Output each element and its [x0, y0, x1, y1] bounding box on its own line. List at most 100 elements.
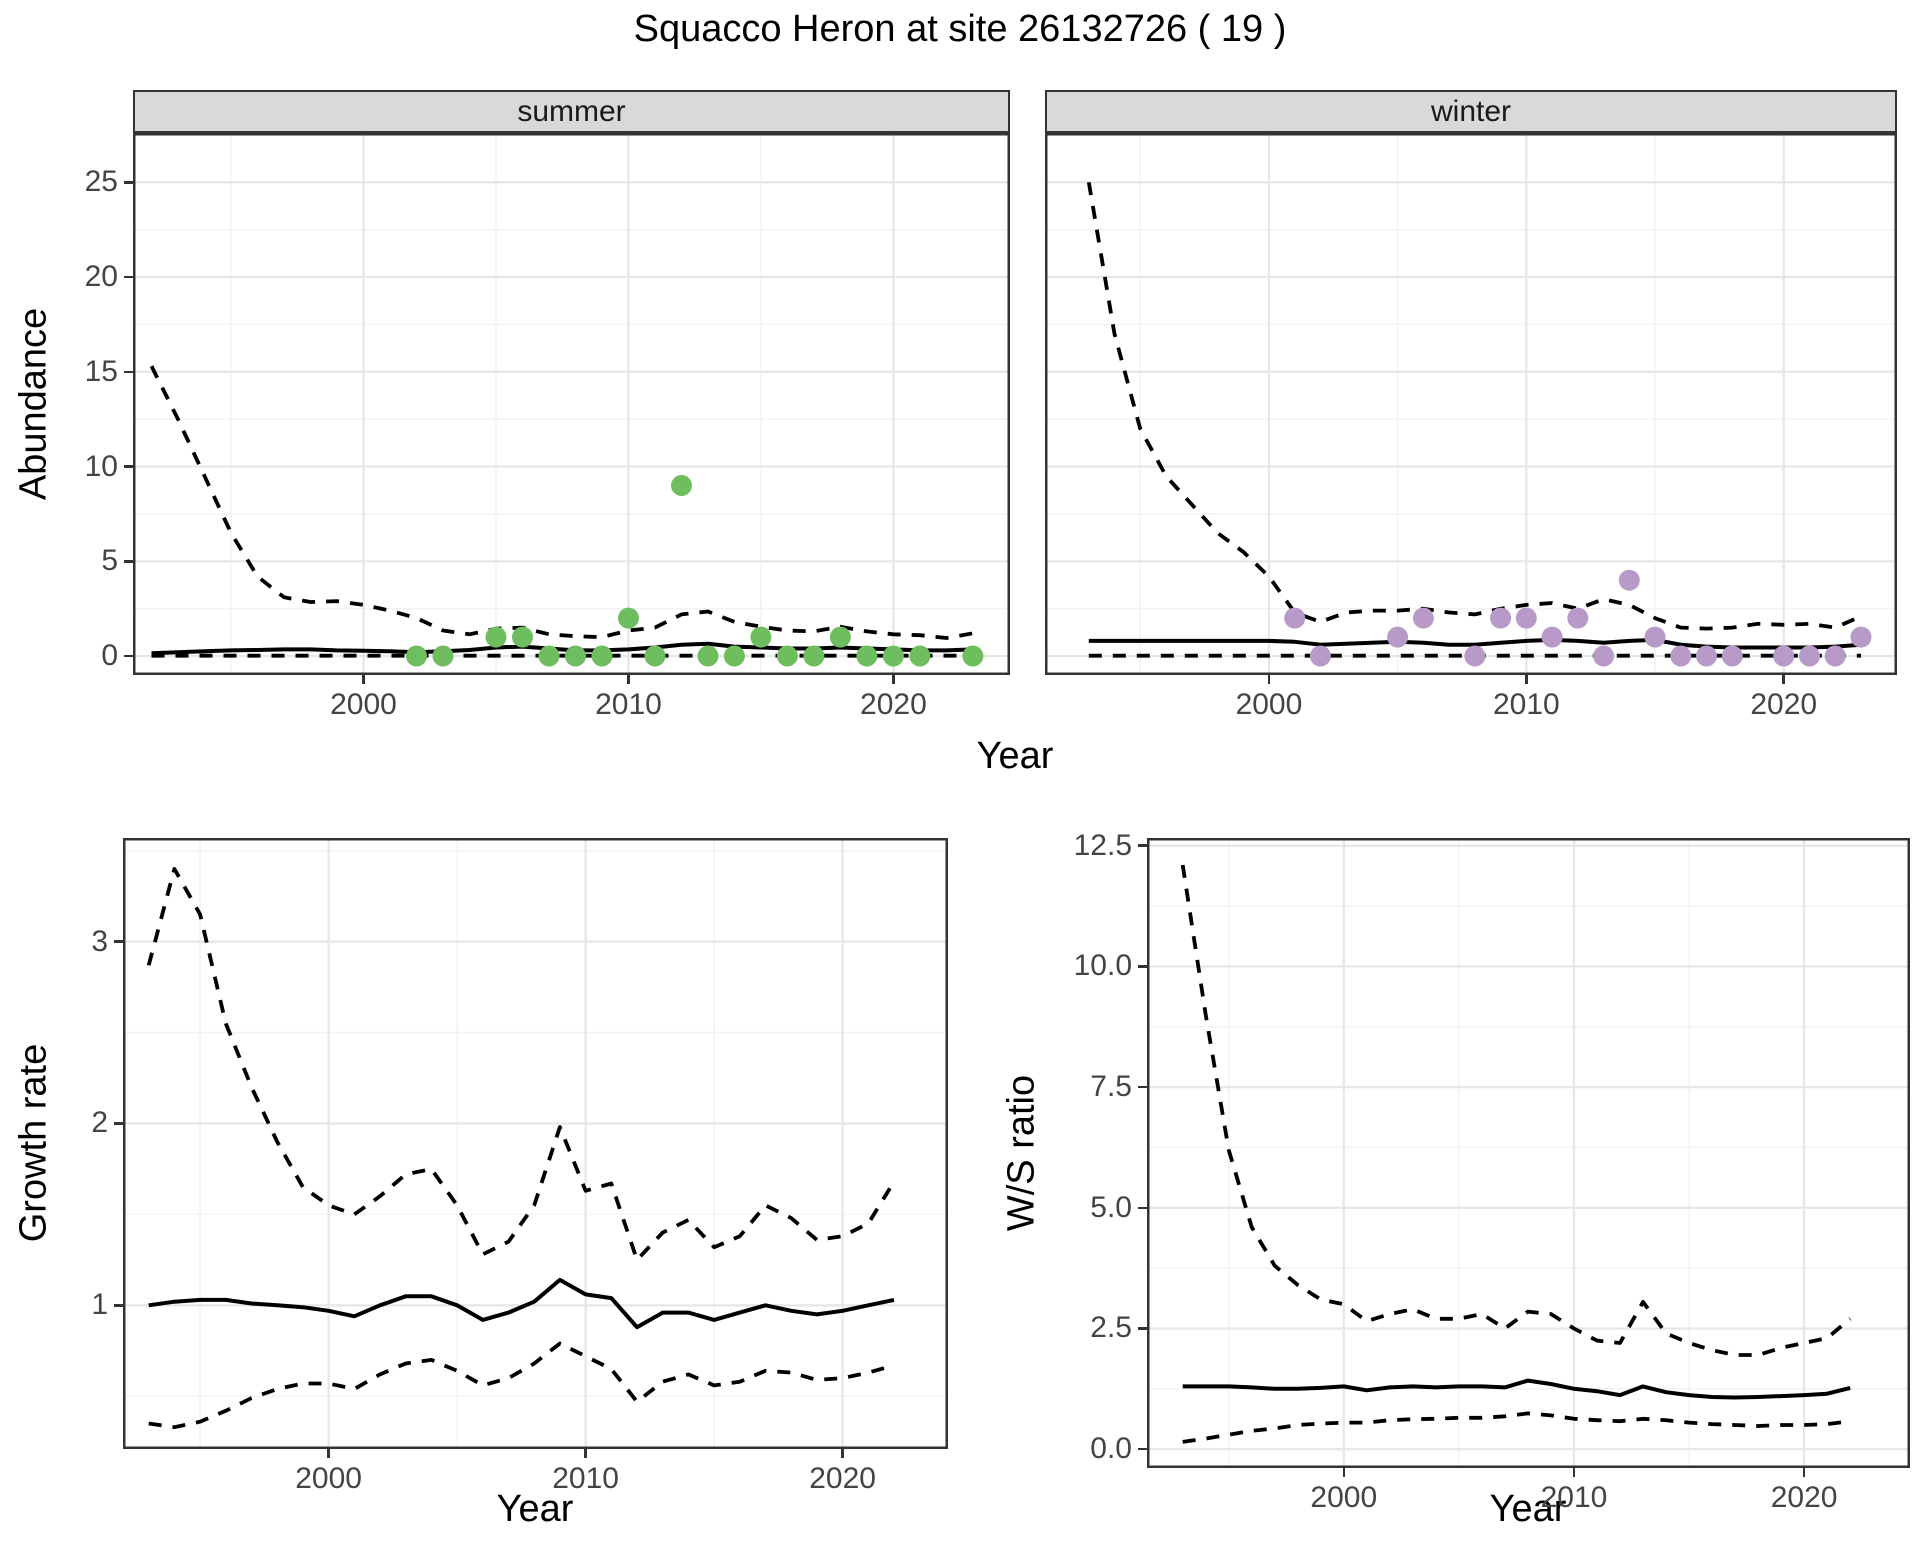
data-point: [1309, 645, 1331, 667]
data-point: [1567, 607, 1589, 629]
x-tick-mark: [627, 675, 630, 684]
x-tick-mark: [1342, 1468, 1346, 1477]
x-axis-label-year-growth: Year: [496, 1488, 574, 1530]
data-point: [565, 645, 586, 667]
x-tick-mark: [362, 675, 365, 684]
y-tick-label: 2.5: [1090, 1311, 1132, 1345]
x-axis-label-year-ws: Year: [1489, 1488, 1567, 1530]
data-point: [776, 645, 798, 667]
data-point: [962, 645, 984, 667]
figure-title: Squacco Heron at site 26132726 ( 19 ): [633, 8, 1287, 50]
median-line: [148, 1277, 895, 1330]
data-point: [432, 645, 454, 667]
facet-strip-winter: winter: [1045, 90, 1897, 133]
y-tick-mark: [1138, 1447, 1147, 1451]
data-point: [512, 626, 533, 648]
panel-border: [133, 133, 1010, 675]
lower-ci-line: [148, 1341, 895, 1430]
data-point: [1721, 645, 1743, 667]
plot-area-svg: [133, 133, 1010, 675]
x-tick-mark: [327, 1449, 330, 1458]
x-tick-label: 2020: [809, 1462, 876, 1495]
data-point: [1799, 645, 1820, 667]
data-point: [1490, 607, 1512, 629]
data-point: [591, 645, 613, 667]
x-tick-mark: [892, 675, 895, 684]
x-tick-mark: [584, 1449, 587, 1458]
data-point: [1515, 607, 1537, 629]
x-tick-label: 2000: [295, 1462, 362, 1495]
x-axis-label-year-top: Year: [976, 735, 1054, 777]
panel-border: [123, 838, 948, 1449]
y-tick-mark: [124, 465, 133, 468]
data-point: [1824, 645, 1846, 667]
y-tick-mark: [1138, 1206, 1147, 1210]
x-tick-label: 2000: [1235, 688, 1303, 721]
y-tick-label: 5.0: [1090, 1190, 1132, 1224]
data-point: [1284, 607, 1306, 629]
y-tick-label: 15: [84, 354, 118, 388]
data-point: [1541, 626, 1563, 648]
upper-ci-line: [1180, 864, 1852, 1357]
y-tick-label: 7.5: [1090, 1070, 1132, 1104]
x-tick-mark: [1782, 675, 1785, 684]
panel-border: [1045, 133, 1897, 675]
data-point: [1773, 645, 1795, 667]
facet-strip-summer-label: summer: [517, 94, 626, 128]
data-point: [1670, 645, 1692, 667]
y-tick-mark: [124, 181, 133, 184]
data-point: [644, 645, 666, 667]
y-tick-label: 3: [91, 924, 108, 958]
x-tick-label: 2020: [860, 688, 927, 721]
y-tick-mark: [1138, 965, 1147, 968]
x-tick-label: 2000: [1310, 1481, 1378, 1514]
x-tick-mark: [841, 1449, 844, 1458]
y-axis-label-growth-rate: Growth rate: [12, 1043, 55, 1243]
y-tick-label: 12.5: [1073, 828, 1132, 862]
x-tick-mark: [1267, 675, 1271, 684]
data-point: [671, 475, 692, 496]
y-tick-mark: [114, 1122, 123, 1125]
panel-abundance-winter: [1045, 133, 1897, 675]
x-tick-mark: [1802, 1468, 1806, 1477]
data-point: [618, 607, 639, 629]
data-point: [406, 645, 427, 667]
x-tick-label: 2020: [1770, 1481, 1838, 1514]
panel-growth-rate: [123, 838, 948, 1449]
data-point: [750, 626, 772, 648]
plot-area-svg: [123, 838, 948, 1449]
lower-ci-line: [1182, 1411, 1851, 1444]
panel-border: [1147, 838, 1910, 1468]
data-point: [1387, 626, 1409, 648]
y-tick-mark: [1138, 844, 1147, 847]
y-tick-mark: [124, 370, 133, 374]
plot-area-svg: [1147, 838, 1910, 1468]
data-point: [1850, 626, 1872, 648]
data-point: [856, 645, 878, 667]
data-point: [697, 645, 719, 667]
y-tick-mark: [124, 275, 133, 279]
y-tick-label: 2: [91, 1106, 108, 1140]
plot-area-svg: [1045, 133, 1897, 675]
panel-ws-ratio: [1147, 838, 1910, 1468]
median-line: [1182, 1378, 1851, 1400]
y-tick-label: 25: [84, 165, 118, 199]
x-tick-label: 2020: [1750, 688, 1818, 721]
y-tick-label: 0.0: [1090, 1432, 1132, 1466]
data-point: [1412, 607, 1434, 629]
y-tick-label: 10.0: [1073, 949, 1132, 983]
y-tick-label: 20: [84, 260, 118, 294]
data-point: [829, 626, 851, 648]
data-point: [909, 645, 931, 667]
data-point: [1593, 645, 1615, 667]
x-tick-label: 2010: [552, 1462, 619, 1495]
y-tick-label: 5: [101, 544, 118, 578]
x-tick-label: 2000: [330, 688, 397, 721]
y-tick-mark: [1138, 1327, 1147, 1330]
y-tick-label: 10: [84, 449, 118, 483]
data-point: [538, 645, 560, 667]
facet-strip-winter-label: winter: [1430, 94, 1512, 128]
x-tick-label: 2010: [595, 688, 662, 721]
data-point: [1696, 645, 1717, 667]
panel-abundance-summer: [133, 133, 1010, 675]
